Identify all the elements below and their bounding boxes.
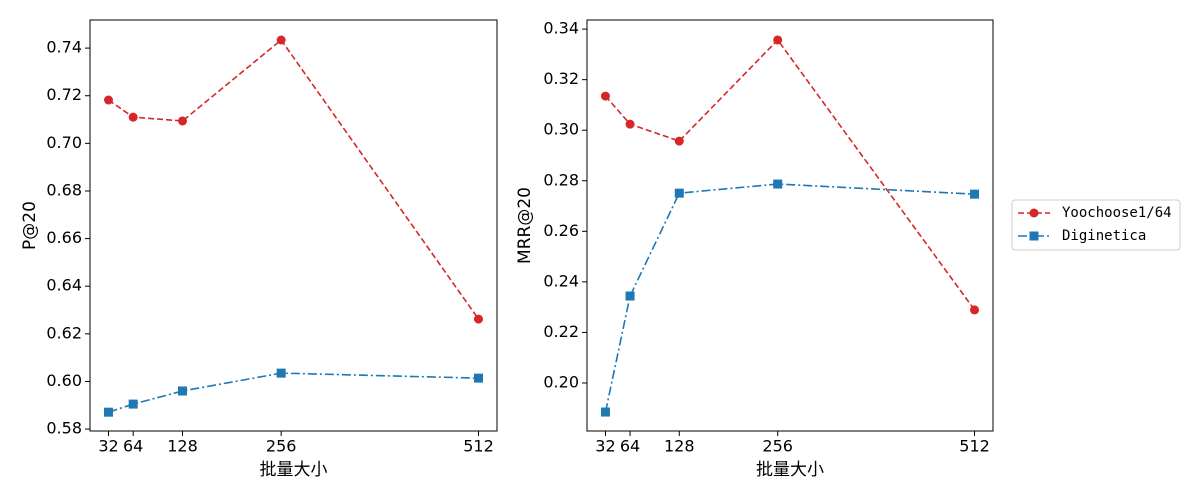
marker <box>600 91 610 101</box>
x-tick-label: 512 <box>463 437 494 456</box>
y-tick-label: 0.62 <box>46 323 82 342</box>
series-line <box>604 38 976 311</box>
y-tick-label: 0.20 <box>543 372 579 391</box>
x-tick-label: 128 <box>167 437 198 456</box>
x-tick-label: 128 <box>664 437 695 456</box>
marker <box>276 35 286 45</box>
plot-frame <box>586 19 994 432</box>
y-axis-title: P@20 <box>20 201 40 250</box>
marker <box>178 386 187 396</box>
marker <box>970 305 980 315</box>
x-tick-label: 64 <box>123 437 143 456</box>
marker <box>276 368 286 378</box>
y-tick-label: 0.24 <box>543 271 579 290</box>
marker <box>970 189 980 199</box>
x-tick-label: 512 <box>959 437 990 456</box>
y-tick-label: 0.58 <box>46 419 82 438</box>
legend-box <box>1011 199 1181 251</box>
marker <box>1029 231 1039 241</box>
marker <box>1029 208 1039 218</box>
marker <box>474 314 483 324</box>
y-tick-label: 0.74 <box>46 38 82 57</box>
series-line <box>108 38 480 320</box>
x-tick-label: 32 <box>98 437 118 456</box>
y-tick-label: 0.22 <box>543 322 579 341</box>
marker <box>128 399 138 409</box>
marker <box>474 373 483 383</box>
y-tick-label: 0.66 <box>46 228 82 247</box>
y-tick-label: 0.32 <box>543 69 579 88</box>
marker <box>178 116 187 126</box>
y-tick-label: 0.26 <box>543 221 579 240</box>
marker <box>625 291 635 301</box>
x-axis-title: 批量大小 <box>756 460 824 480</box>
plot-frame <box>89 19 498 432</box>
x-tick-label: 256 <box>762 437 793 456</box>
series-line <box>604 183 975 413</box>
marker <box>674 136 684 146</box>
marker <box>625 119 635 129</box>
marker <box>773 35 783 45</box>
marker <box>104 407 113 417</box>
x-tick-label: 32 <box>595 437 615 456</box>
y-tick-label: 0.70 <box>46 133 82 152</box>
marker <box>600 407 610 417</box>
x-tick-label: 256 <box>266 437 297 456</box>
legend-label: Yoochoose1/64 <box>1062 205 1172 221</box>
y-axis-title: MRR@20 <box>515 187 535 264</box>
marker <box>773 179 783 189</box>
x-tick-label: 64 <box>620 437 640 456</box>
y-tick-label: 0.30 <box>543 120 579 139</box>
y-tick-label: 0.28 <box>543 170 579 189</box>
marker <box>128 112 138 122</box>
y-tick-label: 0.72 <box>46 85 82 104</box>
legend-label: Diginetica <box>1062 228 1146 244</box>
series-line <box>108 372 479 413</box>
y-tick-label: 0.60 <box>46 371 82 390</box>
y-tick-label: 0.64 <box>46 276 82 295</box>
y-tick-label: 0.68 <box>46 180 82 199</box>
marker <box>104 95 113 105</box>
x-axis-title: 批量大小 <box>260 460 328 480</box>
marker <box>674 188 684 198</box>
y-tick-label: 0.34 <box>543 19 579 38</box>
